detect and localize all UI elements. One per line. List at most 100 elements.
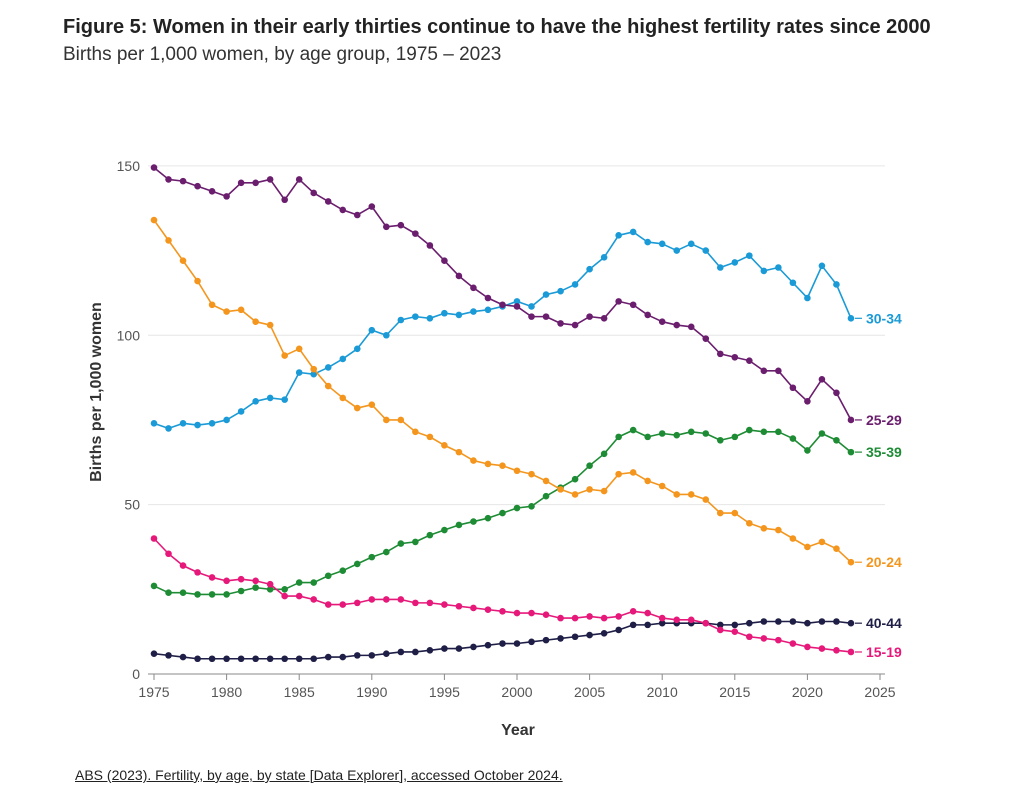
data-point-25-29-1979 — [208, 187, 216, 195]
data-point-25-29-2019 — [789, 384, 797, 392]
data-point-15-19-2008 — [629, 608, 637, 615]
data-point-25-29-1999 — [499, 301, 506, 309]
data-point-20-24-2015 — [731, 509, 739, 517]
data-point-35-39-2014 — [716, 436, 724, 444]
data-point-40-44-2023 — [847, 619, 855, 627]
data-point-25-29-1975 — [150, 164, 158, 171]
data-point-20-24-1976 — [165, 237, 172, 244]
data-point-15-19-1993 — [412, 599, 419, 607]
data-point-40-44-1999 — [499, 640, 506, 647]
data-point-35-39-1983 — [266, 586, 274, 593]
data-point-20-24-1977 — [179, 257, 187, 265]
data-point-35-39-2007 — [615, 433, 622, 441]
data-point-20-24-1992 — [397, 416, 405, 424]
y-tick-label: 100 — [117, 327, 141, 343]
data-point-30-34-2014 — [716, 264, 724, 271]
data-point-30-34-1998 — [484, 306, 492, 314]
chart-subtitle: Births per 1,000 women, by age group, 19… — [63, 44, 502, 65]
series-labels: 30-34 25-29 35-39 20-24 40-44 15-19 — [854, 310, 902, 660]
data-point-15-19-1995 — [441, 601, 448, 608]
data-point-30-34-1997 — [470, 308, 477, 315]
data-point-25-29-1983 — [266, 176, 274, 183]
data-point-25-29-2012 — [687, 323, 695, 331]
data-point-15-19-2013 — [702, 619, 710, 627]
data-point-25-29-1976 — [165, 176, 172, 183]
data-point-30-34-1987 — [324, 364, 332, 371]
data-point-20-24-1984 — [281, 352, 288, 359]
data-point-20-24-1982 — [252, 318, 259, 326]
data-point-25-29-2015 — [731, 353, 739, 361]
data-point-15-19-1981 — [237, 575, 245, 583]
data-point-30-34-1995 — [441, 309, 448, 317]
data-point-25-29-1994 — [426, 242, 434, 249]
data-point-40-44-1979 — [208, 655, 216, 663]
y-tick-label: 0 — [132, 666, 140, 682]
data-point-25-29-1993 — [412, 230, 419, 237]
data-point-25-29-2006 — [600, 315, 608, 322]
data-point-25-29-1984 — [281, 196, 288, 204]
source-link[interactable]: ABS (2023). Fertility, by age, by state … — [75, 767, 563, 783]
data-point-25-29-2023 — [847, 416, 855, 424]
y-tick-label: 50 — [124, 497, 140, 513]
data-point-35-39-1987 — [324, 572, 332, 580]
data-point-25-29-2014 — [716, 350, 724, 358]
data-point-25-29-2003 — [557, 320, 564, 327]
data-point-20-24-2000 — [513, 467, 521, 475]
data-point-25-29-2010 — [658, 318, 666, 326]
data-point-40-44-1994 — [426, 646, 434, 654]
data-point-30-34-1983 — [266, 394, 274, 402]
data-point-40-44-2021 — [818, 618, 826, 625]
data-point-25-29-1986 — [310, 189, 318, 197]
data-point-30-34-2022 — [833, 281, 840, 288]
data-point-40-44-2008 — [629, 621, 637, 629]
x-tick-label: 1995 — [429, 684, 460, 700]
data-point-30-34-1982 — [252, 398, 259, 405]
data-point-35-39-2011 — [673, 431, 681, 439]
data-point-15-19-2021 — [818, 645, 826, 652]
data-point-15-19-2023 — [847, 648, 855, 656]
data-point-40-44-1996 — [455, 645, 463, 652]
data-point-30-34-2010 — [658, 240, 666, 248]
series-35-39 — [150, 426, 855, 598]
data-point-30-34-2006 — [600, 254, 608, 261]
data-point-25-29-1996 — [455, 272, 463, 280]
data-point-20-24-1975 — [150, 216, 158, 224]
data-point-30-34-1980 — [223, 416, 230, 424]
data-point-20-24-2002 — [542, 477, 550, 485]
data-point-35-39-2009 — [644, 433, 651, 441]
data-point-40-44-1978 — [194, 655, 201, 663]
data-point-40-44-1977 — [179, 653, 187, 661]
data-point-40-44-1976 — [165, 652, 172, 659]
data-point-30-34-1988 — [339, 355, 347, 363]
series-40-44 — [150, 618, 855, 663]
data-point-40-44-2020 — [804, 619, 811, 627]
data-point-15-19-1997 — [470, 604, 477, 612]
data-point-35-39-2022 — [833, 436, 840, 444]
data-point-35-39-1985 — [295, 579, 303, 586]
data-point-15-19-1990 — [368, 596, 376, 603]
data-point-25-29-1990 — [368, 203, 376, 210]
data-point-35-39-2005 — [586, 462, 593, 469]
data-point-30-34-2009 — [644, 238, 651, 246]
data-point-35-39-2008 — [629, 426, 637, 434]
x-tick-label: 2020 — [792, 684, 823, 700]
data-point-35-39-1980 — [223, 591, 230, 598]
data-point-35-39-2002 — [542, 492, 550, 500]
data-point-30-34-1985 — [295, 369, 303, 376]
data-point-20-24-2001 — [528, 470, 535, 478]
data-point-25-29-2000 — [513, 303, 521, 310]
data-point-30-34-2001 — [528, 303, 535, 310]
data-point-20-24-2017 — [760, 525, 768, 532]
data-point-35-39-2018 — [775, 428, 782, 436]
data-point-25-29-1977 — [179, 177, 187, 185]
data-point-15-19-2009 — [644, 609, 651, 617]
data-point-35-39-1982 — [252, 584, 259, 591]
data-point-30-34-1990 — [368, 326, 376, 334]
data-point-35-39-2015 — [731, 433, 739, 441]
data-point-40-44-2022 — [833, 618, 840, 625]
data-point-35-39-1975 — [150, 582, 158, 590]
data-point-40-44-1984 — [281, 655, 288, 663]
data-point-15-19-2018 — [775, 636, 782, 644]
data-point-20-24-2023 — [847, 558, 855, 566]
data-point-30-34-2020 — [804, 294, 811, 302]
